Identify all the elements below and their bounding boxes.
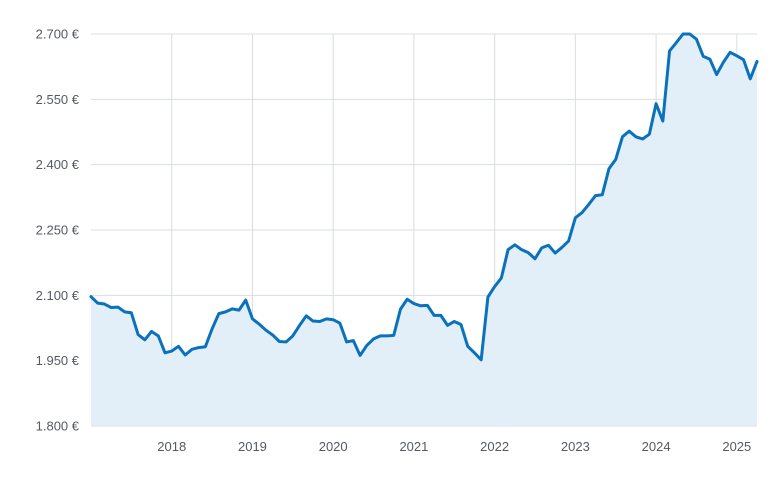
price-area-fill [91,34,757,426]
x-tick-label: 2021 [399,439,428,454]
price-line [89,32,759,362]
x-tick-label: 2024 [642,439,671,454]
x-tick-label: 2019 [238,439,267,454]
y-tick-label: 2.400 € [36,157,80,172]
x-tick-label: 2020 [319,439,348,454]
y-tick-label: 1.800 € [36,419,80,434]
x-tick-label: 2018 [157,439,186,454]
x-axis-labels: 2018 2019 2020 2021 2022 2023 2024 2025 [157,439,751,454]
x-tick-label: 2023 [561,439,590,454]
x-tick-label: 2025 [722,439,751,454]
y-tick-label: 1.950 € [36,353,80,368]
y-tick-label: 2.100 € [36,288,80,303]
x-tick-label: 2022 [480,439,509,454]
y-tick-label: 2.250 € [36,223,80,238]
y-tick-label: 2.700 € [36,27,80,42]
y-tick-label: 2.550 € [36,92,80,107]
y-axis-labels: 1.800 € 1.950 € 2.100 € 2.250 € 2.400 € 2.550… [36,27,80,434]
